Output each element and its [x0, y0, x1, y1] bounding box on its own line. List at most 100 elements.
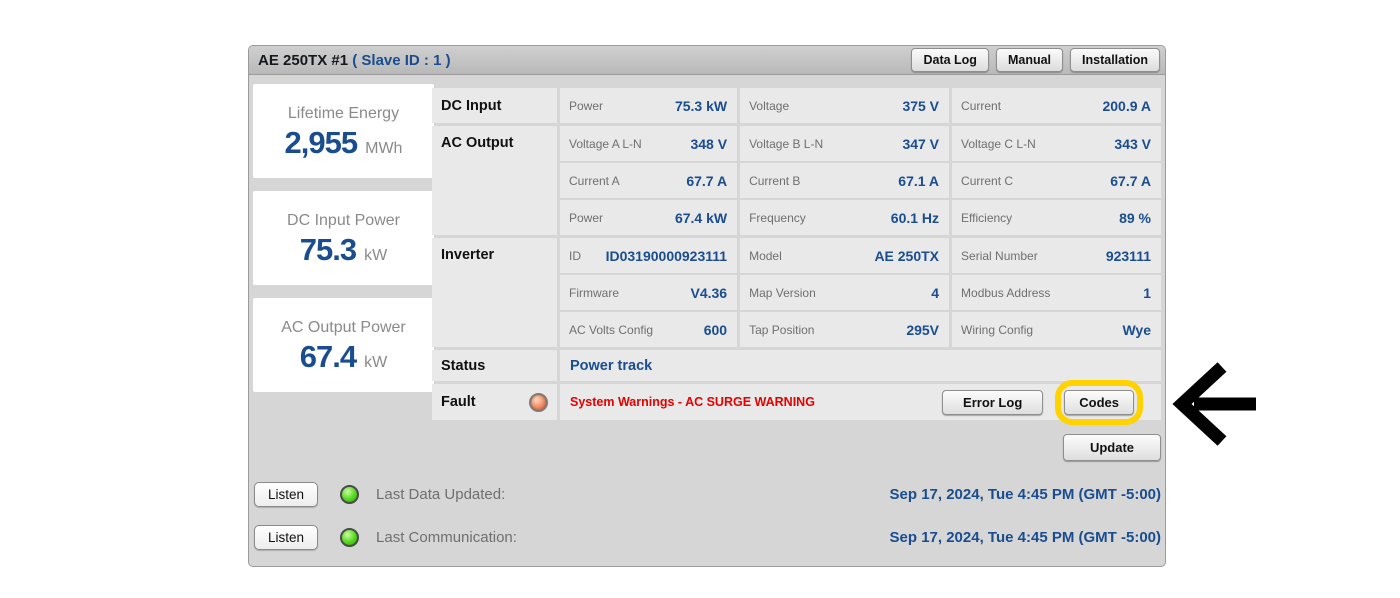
cell-id: ID ID03190000923111 — [560, 238, 738, 273]
listen-button[interactable]: Listen — [254, 525, 319, 550]
table-row: AC Volts Config 600 Tap Position 295V Wiring… — [560, 312, 1161, 347]
status-value: Power track — [570, 357, 653, 374]
cell-tap-position: Tap Position 295V — [740, 312, 950, 347]
section-inverter: Inverter ID ID03190000923111 Model AE 250TX S… — [432, 238, 1161, 347]
inverter-panel: AE 250TX #1 ( Slave ID : 1 ) Data Log Man… — [248, 45, 1166, 567]
cell-current-c: Current C 67.7 A — [952, 163, 1161, 198]
cell-value: 89 % — [1119, 209, 1151, 226]
cell-wiring-config: Wiring Config Wye — [952, 312, 1161, 347]
cell-firmware: Firmware V4.36 — [560, 275, 738, 310]
cell-efficiency: Efficiency 89 % — [952, 200, 1161, 235]
cell-ac-volts-config: AC Volts Config 600 — [560, 312, 738, 347]
cell-label: Tap Position — [749, 322, 815, 337]
status-row: Status Power track — [432, 350, 1161, 381]
cell-value: Wye — [1122, 321, 1151, 338]
cell-value: 923111 — [1105, 247, 1151, 264]
table-row: ID ID03190000923111 Model AE 250TX Serial Nu… — [560, 238, 1161, 273]
section-rows: Power 75.3 kW Voltage 375 V Current 200.9 A — [560, 88, 1161, 123]
panel-body: Lifetime Energy 2,955 MWh DC Input Power 75.… — [249, 75, 1165, 566]
cell-label: ID — [569, 248, 581, 263]
cell-label: Serial Number — [961, 248, 1038, 263]
fault-message: System Warnings - AC SURGE WARNING — [570, 395, 815, 409]
status-value-cell: Power track — [560, 350, 1161, 381]
fault-led-icon — [529, 392, 548, 412]
cell-value: 295V — [906, 321, 940, 338]
cell-label: Voltage B L-N — [749, 136, 824, 151]
cell-value: 348 V — [690, 135, 728, 152]
cell-value: V4.36 — [690, 284, 728, 301]
codes-button[interactable]: Codes — [1064, 389, 1134, 415]
panel-header: AE 250TX #1 ( Slave ID : 1 ) Data Log Man… — [249, 46, 1165, 75]
cell-value: 60.1 Hz — [890, 209, 940, 226]
cell-voltage: Voltage 375 V — [740, 88, 950, 123]
update-row: Update — [1062, 434, 1161, 461]
stat-value-row: 67.4 kW — [300, 339, 387, 375]
cell-value: 67.4 kW — [674, 209, 728, 226]
left-arrow-icon — [1172, 362, 1256, 446]
update-button[interactable]: Update — [1062, 434, 1161, 461]
cell-label: Current A — [569, 173, 620, 188]
cell-label: Voltage — [749, 98, 790, 113]
listen-button[interactable]: Listen — [254, 482, 319, 507]
cell-label: AC Volts Config — [569, 322, 654, 337]
table-row: Current A 67.7 A Current B 67.1 A Current C 6… — [560, 163, 1161, 198]
cell-current: Current 200.9 A — [952, 88, 1161, 123]
cell-value: 67.7 A — [1110, 172, 1151, 189]
stat-unit: kW — [364, 354, 388, 371]
data-table: DC Input Power 75.3 kW Voltage 375 V Current 2… — [432, 88, 1161, 425]
cell-voltage-a-l-n: Voltage A L-N 348 V — [560, 126, 738, 161]
section-ac-output: AC Output Voltage A L-N 348 V Voltage B L-N… — [432, 126, 1161, 235]
header-button-data-log[interactable]: Data Log — [911, 48, 989, 72]
footer-row-last-communication: Listen Last Communication: Sep 17, 2024, T… — [254, 525, 1161, 550]
cell-label: Voltage C L-N — [961, 136, 1036, 151]
header-button-manual[interactable]: Manual — [995, 48, 1064, 72]
stat-value: 75.3 — [299, 232, 357, 267]
status-label: Status — [432, 350, 557, 381]
stat-label: AC Output Power — [281, 319, 406, 336]
fault-row: Fault System Warnings - AC SURGE WARNING… — [432, 379, 1161, 425]
stat-cards: Lifetime Energy 2,955 MWh DC Input Power 75.… — [253, 84, 434, 392]
footer-label: Last Communication: — [376, 529, 517, 546]
error-log-button[interactable]: Error Log — [942, 389, 1044, 415]
cell-power: Power 67.4 kW — [560, 200, 738, 235]
cell-label: Efficiency — [961, 210, 1013, 225]
cell-label: Power — [569, 98, 604, 113]
section-label: DC Input — [432, 88, 557, 123]
cell-current-b: Current B 67.1 A — [740, 163, 950, 198]
footer-label: Last Data Updated: — [376, 486, 506, 503]
cell-value: 67.1 A — [898, 172, 940, 189]
cell-modbus-address: Modbus Address 1 — [952, 275, 1161, 310]
cell-label: Current B — [749, 173, 801, 188]
cell-map-version: Map Version 4 — [740, 275, 950, 310]
cell-model: Model AE 250TX — [740, 238, 950, 273]
stat-unit: MWh — [365, 140, 403, 157]
stat-value-row: 2,955 MWh — [285, 125, 403, 161]
header-button-installation[interactable]: Installation — [1070, 48, 1160, 72]
cell-label: Wiring Config — [961, 322, 1034, 337]
device-name: AE 250TX #1 — [258, 51, 349, 69]
fault-label: Fault — [432, 384, 557, 420]
fault-cell: System Warnings - AC SURGE WARNING Error… — [560, 379, 1161, 425]
table-row: Firmware V4.36 Map Version 4 Modbus Address 1 — [560, 275, 1161, 310]
section-label: Inverter — [432, 238, 557, 347]
cell-value: 343 V — [1114, 135, 1151, 152]
cell-value: 600 — [703, 321, 728, 338]
codes-highlight-ring: Codes — [1055, 379, 1143, 425]
cell-label: Voltage A L-N — [569, 136, 642, 151]
cell-value: 200.9 A — [1102, 97, 1151, 114]
table-row: Voltage A L-N 348 V Voltage B L-N 347 V Volt… — [560, 126, 1161, 161]
cell-label: Current C — [961, 173, 1014, 188]
panel-title: AE 250TX #1 ( Slave ID : 1 ) — [258, 52, 451, 69]
table-row: Power 75.3 kW Voltage 375 V Current 200.9 A — [560, 88, 1161, 123]
slave-id: ( Slave ID : 1 ) — [352, 51, 451, 69]
cell-value: 4 — [931, 284, 940, 301]
stat-label: Lifetime Energy — [287, 105, 400, 122]
cell-label: Map Version — [749, 285, 816, 300]
stat-value: 2,955 — [284, 125, 359, 160]
cell-voltage-b-l-n: Voltage B L-N 347 V — [740, 126, 950, 161]
stat-card-lifetime-energy: Lifetime Energy 2,955 MWh — [253, 84, 434, 178]
section-label-text: DC Input — [441, 97, 502, 114]
stat-label: DC Input Power — [287, 212, 400, 229]
section-label-text: Inverter — [441, 247, 495, 263]
